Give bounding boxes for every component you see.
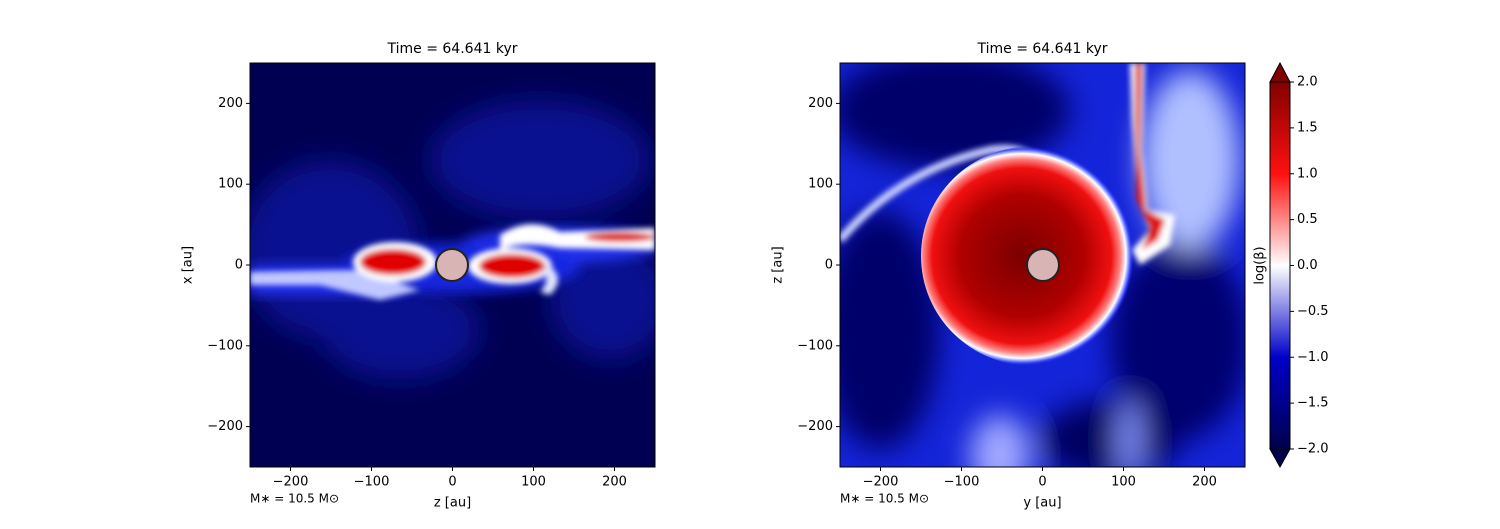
colorbar-tick-label: 1.0 bbox=[1297, 166, 1318, 181]
x-tick-label: 0 bbox=[1038, 475, 1046, 490]
x-axis-label: y [au] bbox=[1023, 496, 1061, 511]
colorbar-tick-label: 1.5 bbox=[1297, 120, 1318, 135]
colorbar-tick-label: −0.5 bbox=[1297, 304, 1329, 319]
y-tick-label: 100 bbox=[218, 177, 243, 192]
y-tick-label: 0 bbox=[235, 258, 243, 273]
y-tick-label: 0 bbox=[825, 258, 833, 273]
colorbar-extend bbox=[1269, 61, 1291, 83]
colorbar-tick-label: −1.5 bbox=[1297, 396, 1329, 411]
field-image bbox=[250, 63, 655, 467]
x-tick-label: −200 bbox=[863, 475, 899, 490]
y-tick-label: −200 bbox=[207, 419, 243, 434]
x-tick-label: 100 bbox=[521, 475, 546, 490]
y-tick-label: 200 bbox=[808, 96, 833, 111]
field-image bbox=[840, 63, 1245, 467]
y-tick-label: 200 bbox=[218, 96, 243, 111]
colorbar-tick-label: −1.0 bbox=[1297, 350, 1329, 365]
x-tick-label: 200 bbox=[1192, 475, 1217, 490]
colorbar-tick-label: −2.0 bbox=[1297, 442, 1329, 457]
colorbar-label: log(β) bbox=[1253, 246, 1268, 284]
y-tick-label: −200 bbox=[797, 419, 833, 434]
x-tick-label: 200 bbox=[602, 475, 627, 490]
y-tick-label: −100 bbox=[797, 338, 833, 353]
x-tick-label: −100 bbox=[354, 475, 390, 490]
y-axis-label: x [au] bbox=[181, 246, 196, 284]
y-axis-label: z [au] bbox=[771, 246, 786, 283]
colorbar bbox=[1269, 81, 1291, 450]
chart-title: Time = 64.641 kyr bbox=[977, 41, 1108, 57]
colorbar-tick-label: 2.0 bbox=[1297, 75, 1318, 90]
colorbar-extend bbox=[1269, 448, 1291, 469]
x-tick-label: −200 bbox=[273, 475, 309, 490]
x-tick-label: 0 bbox=[448, 475, 456, 490]
colorbar-tick-label: 0.5 bbox=[1297, 212, 1318, 227]
y-tick-label: 100 bbox=[808, 177, 833, 192]
annotation: M∗ = 10.5 M⊙ bbox=[840, 492, 929, 506]
annotation: M∗ = 10.5 M⊙ bbox=[250, 492, 339, 506]
x-axis-label: z [au] bbox=[434, 496, 471, 511]
x-tick-label: −100 bbox=[944, 475, 980, 490]
star-marker bbox=[435, 248, 1060, 282]
x-tick-label: 100 bbox=[1111, 475, 1136, 490]
colorbar-tick-label: 0.0 bbox=[1297, 258, 1318, 273]
y-tick-label: −100 bbox=[207, 338, 243, 353]
chart-title: Time = 64.641 kyr bbox=[387, 41, 518, 57]
